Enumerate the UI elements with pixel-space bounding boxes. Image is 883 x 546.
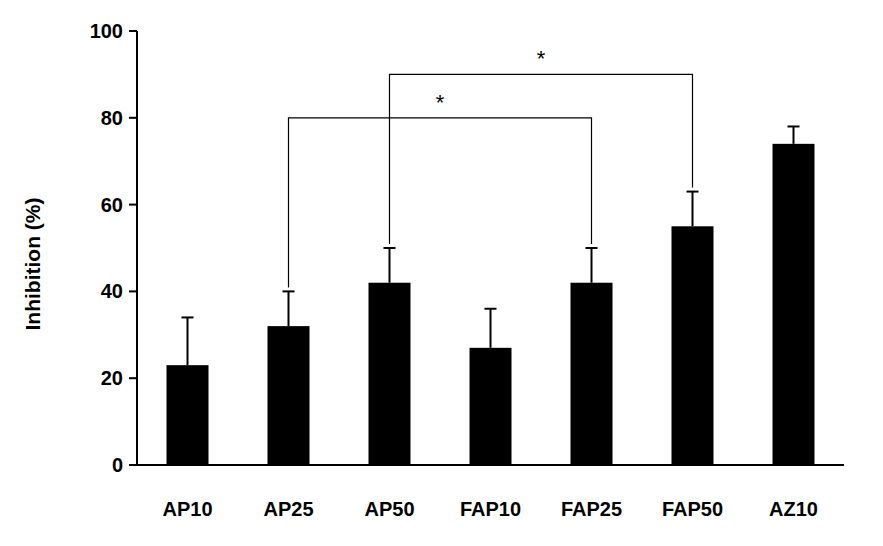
y-tick-label: 40 xyxy=(101,280,123,302)
x-tick-label: AP50 xyxy=(364,498,414,520)
error-stem xyxy=(591,248,593,283)
error-bar xyxy=(687,192,699,227)
bar xyxy=(672,226,714,465)
y-tick-label: 100 xyxy=(90,20,123,42)
x-axis xyxy=(137,464,844,466)
bar xyxy=(167,365,209,465)
error-bar xyxy=(586,248,598,283)
y-tick xyxy=(129,464,137,466)
bar xyxy=(369,283,411,465)
y-tick xyxy=(129,204,137,206)
y-tick xyxy=(129,117,137,119)
x-tick-label: AZ10 xyxy=(769,498,818,520)
error-cap xyxy=(687,191,699,193)
error-cap xyxy=(485,308,497,310)
y-tick xyxy=(129,30,137,32)
significance-label: * xyxy=(537,46,546,71)
y-tick xyxy=(129,377,137,379)
error-bar xyxy=(485,309,497,348)
error-cap xyxy=(182,316,194,318)
x-tick-label: AP10 xyxy=(162,498,212,520)
bar xyxy=(268,326,310,465)
significance-label: * xyxy=(436,90,445,115)
bar xyxy=(773,144,815,465)
chart: * * 0 20 40 60 80 100 AP10 AP25 AP50 FAP10 FAP25 FAP5… xyxy=(0,0,883,546)
y-axis-label: Inhibition (%) xyxy=(21,198,44,331)
error-stem xyxy=(692,192,694,227)
error-cap xyxy=(384,247,396,249)
error-stem xyxy=(490,309,492,348)
error-cap xyxy=(283,290,295,292)
y-tick-label: 60 xyxy=(101,194,123,216)
error-bar xyxy=(788,126,800,143)
x-tick-label: AP25 xyxy=(263,498,313,520)
y-tick-label: 80 xyxy=(101,107,123,129)
error-bar xyxy=(384,248,396,283)
error-bar xyxy=(283,291,295,326)
significance-bracket xyxy=(390,74,693,244)
y-tick xyxy=(129,290,137,292)
error-stem xyxy=(389,248,391,283)
y-axis xyxy=(136,31,138,465)
significance-bracket xyxy=(289,118,592,288)
x-tick-label: FAP50 xyxy=(662,498,723,520)
y-tick-label: 0 xyxy=(112,454,123,476)
error-stem xyxy=(288,291,290,326)
y-tick-label: 20 xyxy=(101,367,123,389)
error-stem xyxy=(793,126,795,143)
bar xyxy=(571,283,613,465)
error-cap xyxy=(788,125,800,127)
error-stem xyxy=(187,317,189,365)
error-bar xyxy=(182,317,194,365)
bar xyxy=(470,348,512,465)
x-tick-label: FAP10 xyxy=(460,498,521,520)
error-cap xyxy=(586,247,598,249)
marks xyxy=(167,126,815,465)
x-tick-label: FAP25 xyxy=(561,498,622,520)
